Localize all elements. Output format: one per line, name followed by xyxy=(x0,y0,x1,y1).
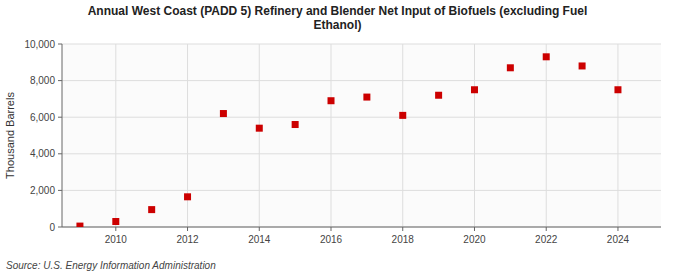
x-tick-label: 2010 xyxy=(105,234,128,245)
x-tick-label: 2020 xyxy=(463,234,486,245)
x-tick-label: 2016 xyxy=(320,234,343,245)
x-tick-label: 2012 xyxy=(176,234,199,245)
y-axis-label: Thousand Barrels xyxy=(4,92,16,179)
x-grid-line xyxy=(331,44,332,227)
x-tick xyxy=(331,227,332,231)
x-tick xyxy=(115,227,116,231)
y-tick-label: 10,000 xyxy=(24,39,55,50)
y-grid-line xyxy=(62,227,661,228)
grid xyxy=(62,44,661,227)
x-grid-line xyxy=(546,44,547,227)
point xyxy=(363,94,370,101)
y-tick-label: 6,000 xyxy=(30,112,55,123)
point xyxy=(256,125,263,132)
point xyxy=(543,53,550,60)
x-tick xyxy=(402,227,403,231)
axes: 0 2,000 4,000 6,000 8,000 10,000 2010 2012 2014 2… xyxy=(24,39,661,246)
x-tick-label: 2014 xyxy=(248,234,271,245)
x-grid-line xyxy=(259,44,260,227)
y-tick xyxy=(58,44,62,45)
x-tick xyxy=(617,227,618,231)
point xyxy=(579,62,586,69)
point xyxy=(184,193,191,200)
y-grid-line xyxy=(62,190,661,191)
x-tick xyxy=(187,227,188,231)
point xyxy=(112,218,119,225)
x-tick xyxy=(259,227,260,231)
y-tick xyxy=(58,227,62,228)
x-tick xyxy=(546,227,547,231)
point xyxy=(471,86,478,93)
x-axis-line xyxy=(62,227,661,228)
y-grid-line xyxy=(62,44,661,45)
x-tick-label: 2022 xyxy=(535,234,558,245)
point xyxy=(435,92,442,99)
x-tick xyxy=(474,227,475,231)
point xyxy=(292,121,299,128)
point xyxy=(614,86,621,93)
x-grid-line xyxy=(402,44,403,227)
point xyxy=(148,206,155,213)
y-tick xyxy=(58,153,62,154)
y-tick-label: 8,000 xyxy=(30,75,55,86)
y-grid-line xyxy=(62,80,661,81)
y-tick-label: 2,000 xyxy=(30,185,55,196)
y-tick-label: 0 xyxy=(49,222,55,233)
point xyxy=(507,64,514,71)
point xyxy=(76,223,83,227)
source-note: Source: U.S. Energy Information Administ… xyxy=(6,260,216,271)
x-grid-line xyxy=(474,44,475,227)
y-tick xyxy=(58,80,62,81)
chart: 0 2,000 4,000 6,000 8,000 10,000 2010 2012 2014 2… xyxy=(0,0,675,275)
y-axis-line xyxy=(62,44,63,227)
y-tick xyxy=(58,117,62,118)
plot-area xyxy=(62,44,661,227)
x-grid-line xyxy=(617,44,618,227)
points xyxy=(76,53,621,227)
y-tick-label: 4,000 xyxy=(30,148,55,159)
point xyxy=(220,110,227,117)
title: Annual West Coast (PADD 5) Refinery and … xyxy=(88,4,588,32)
point xyxy=(328,97,335,104)
point xyxy=(399,112,406,119)
y-grid-line xyxy=(62,117,661,118)
x-tick-label: 2018 xyxy=(392,234,415,245)
x-grid-line xyxy=(115,44,116,227)
y-tick xyxy=(58,190,62,191)
y-grid-line xyxy=(62,153,661,154)
x-tick-label: 2024 xyxy=(607,234,630,245)
